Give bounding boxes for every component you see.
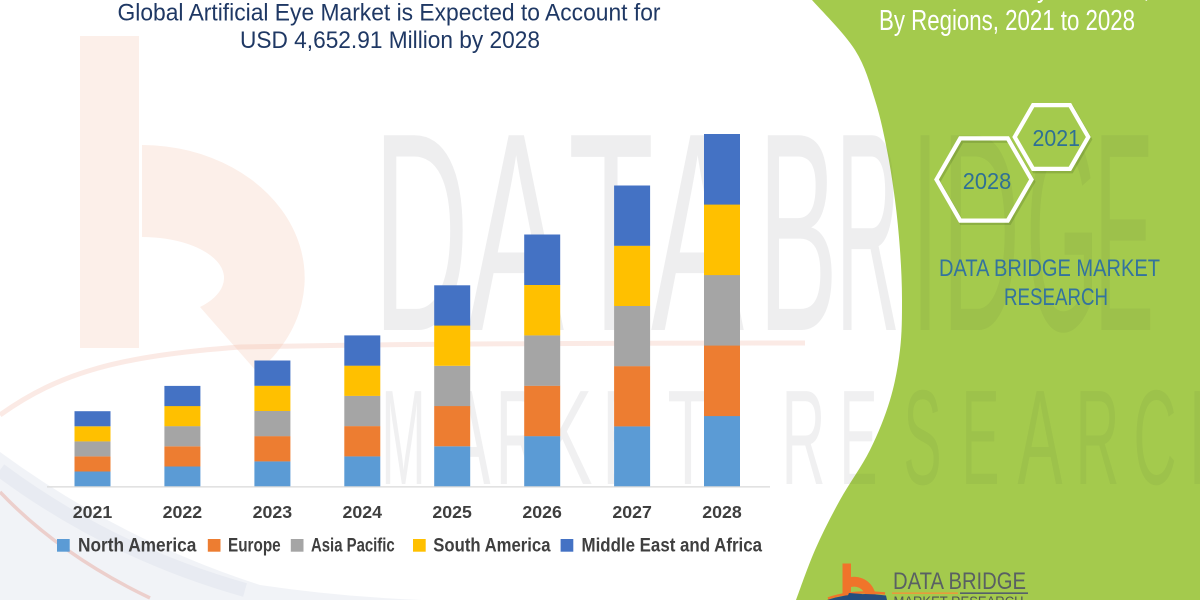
svg-text:B: B — [758, 74, 838, 390]
svg-text:MARKET RESEARCH: MARKET RESEARCH — [894, 594, 1024, 600]
svg-text:USD 4,652.91 Million by 2028: USD 4,652.91 Million by 2028 — [240, 27, 540, 54]
svg-text:H: H — [1190, 362, 1200, 513]
svg-text:Global Artificial Eye Market i: Global Artificial Eye Market is Expected… — [118, 0, 661, 27]
svg-text:S: S — [904, 362, 942, 513]
svg-text:South America: South America — [433, 535, 550, 557]
svg-text:Global Artificial Eye Market,: Global Artificial Eye Market, — [854, 0, 1150, 4]
svg-text:2026: 2026 — [522, 502, 562, 522]
svg-text:2025: 2025 — [432, 502, 472, 522]
svg-text:Asia Pacific: Asia Pacific — [311, 535, 395, 557]
svg-text:I: I — [912, 74, 938, 390]
svg-text:R: R — [782, 362, 826, 513]
svg-text:T: T — [668, 362, 709, 513]
svg-text:By Regions, 2021 to 2028: By Regions, 2021 to 2028 — [879, 5, 1135, 37]
svg-text:R: R — [1076, 362, 1120, 513]
svg-text:Middle East and Africa: Middle East and Africa — [582, 535, 763, 557]
svg-text:2021: 2021 — [1033, 125, 1081, 151]
svg-text:2023: 2023 — [253, 502, 293, 522]
svg-text:2021: 2021 — [73, 502, 113, 522]
svg-text:Europe: Europe — [228, 535, 281, 557]
svg-text:D: D — [942, 74, 1020, 390]
svg-text:C: C — [1134, 362, 1177, 513]
svg-text:North America: North America — [78, 535, 197, 557]
svg-text:2027: 2027 — [612, 502, 652, 522]
svg-text:RESEARCH: RESEARCH — [1004, 284, 1108, 311]
svg-text:A: A — [1018, 362, 1063, 513]
svg-text:2028: 2028 — [702, 502, 742, 522]
svg-text:DATA BRIDGE: DATA BRIDGE — [893, 568, 1026, 595]
svg-text:2024: 2024 — [343, 502, 383, 522]
svg-text:DATA BRIDGE MARKET: DATA BRIDGE MARKET — [939, 255, 1160, 282]
svg-text:2022: 2022 — [163, 502, 203, 522]
svg-text:2028: 2028 — [963, 168, 1012, 194]
svg-text:M: M — [382, 362, 426, 513]
svg-text:E: E — [1094, 74, 1154, 390]
svg-text:E: E — [962, 362, 1000, 513]
